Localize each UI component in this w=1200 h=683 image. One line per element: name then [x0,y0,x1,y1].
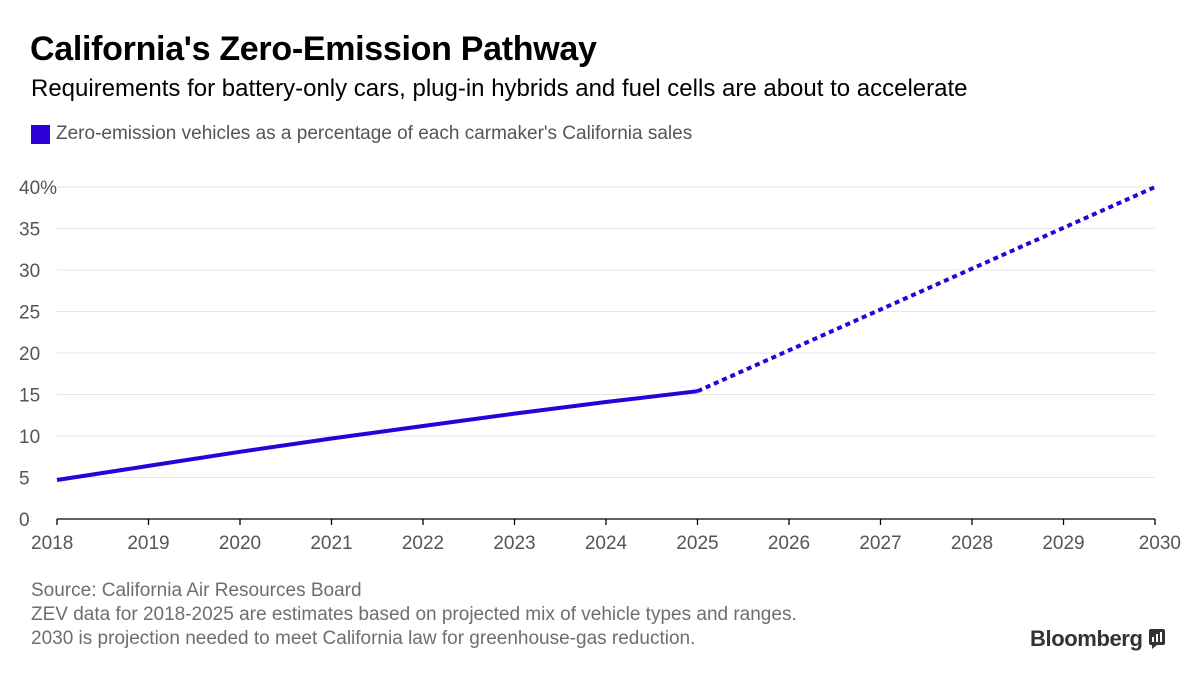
brand-logo: Bloomberg [1030,626,1165,652]
series-line-estimate [56,389,698,482]
chart-title: California's Zero-Emission Pathway [30,30,597,68]
y-tick-label: 25 [19,303,40,324]
x-tick-label: 2030 [1139,533,1181,554]
y-tick-label: 15 [19,386,40,407]
x-axis-ticks: 2018 2019 2020 2021 2022 2023 2024 2025 2026 2027… [31,518,1181,554]
x-tick-label: 2029 [1042,533,1084,554]
y-tick-label: 30 [19,261,40,282]
y-tick-label: 40% [19,178,57,199]
x-tick-label: 2027 [859,533,901,554]
y-tick-label: 0 [19,510,30,531]
chart-subtitle: Requirements for battery-only cars, plug… [31,75,968,102]
x-tick-label: 2026 [768,533,810,554]
y-tick-label: 5 [19,469,30,490]
x-tick-label: 2020 [219,533,261,554]
bloomberg-chart-icon [1148,629,1165,649]
estimate-note: ZEV data for 2018-2025 are estimates bas… [31,604,797,625]
x-tick-label: 2019 [127,533,169,554]
projection-note: 2030 is projection needed to meet Califo… [31,628,696,649]
series-line-projection [696,185,1156,394]
x-tick-label: 2023 [493,533,535,554]
x-tick-label: 2025 [676,533,718,554]
x-tick-label: 2018 [31,533,73,554]
footer-notes: Source: California Air Resources Board Z… [31,579,797,651]
legend: Zero-emission vehicles as a percentage o… [31,123,692,145]
source-note: Source: California Air Resources Board [31,580,362,601]
brand-name: Bloomberg [1030,626,1143,651]
series-lines [56,185,1156,482]
x-tick-label: 2028 [951,533,993,554]
x-tick-label: 2024 [585,533,628,554]
y-tick-label: 20 [19,344,40,365]
y-tick-label: 10 [19,427,40,448]
y-tick-label: 35 [19,220,40,241]
legend-label: Zero-emission vehicles as a percentage o… [56,123,693,144]
y-axis-ticks: 0 5 10 15 20 25 30 35 40% [19,178,57,531]
x-tick-label: 2021 [310,533,352,554]
gridlines [57,186,1155,478]
legend-swatch [31,124,50,144]
x-tick-label: 2022 [402,533,444,554]
